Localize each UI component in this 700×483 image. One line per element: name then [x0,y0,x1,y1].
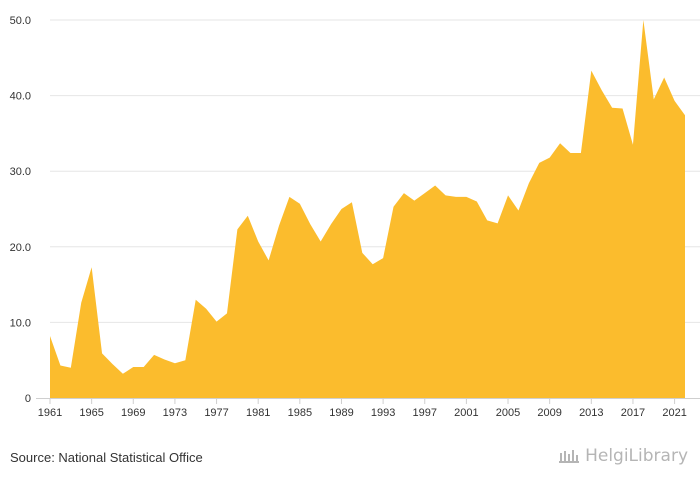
x-tick-label: 1965 [79,407,103,419]
source-note: Source: National Statistical Office [10,450,203,465]
x-tick-label: 2001 [454,407,478,419]
x-axis: 1961 1965 1969 1973 1977 1981 1985 1989 1993 1997… [38,398,687,419]
x-tick-label: 1981 [246,407,270,419]
brand-name: HelgiLibrary [585,446,688,466]
x-tick-label: 2013 [579,407,603,419]
area-series [50,20,685,398]
x-tick-label: 2009 [537,407,561,419]
y-axis: 0 10.0 20.0 30.0 40.0 50.0 [10,15,31,405]
x-tick-label: 1961 [38,407,62,419]
x-tick-label: 1997 [413,407,437,419]
x-tick-label: 1969 [121,407,145,419]
x-tick-label: 2005 [496,407,520,419]
chart-footer: Source: National Statistical Office Helg… [0,440,700,483]
y-tick-label: 50.0 [10,15,31,27]
y-tick-label: 20.0 [10,242,31,254]
x-tick-label: 1989 [329,407,353,419]
x-tick-label: 1973 [163,407,187,419]
x-tick-label: 1985 [288,407,312,419]
x-tick-label: 2017 [621,407,645,419]
y-tick-label: 0 [25,393,31,405]
y-tick-label: 30.0 [10,166,31,178]
x-tick-label: 2021 [662,407,686,419]
x-tick-label: 1993 [371,407,395,419]
x-tick-label: 1977 [204,407,228,419]
y-tick-label: 40.0 [10,91,31,103]
brand-logo: HelgiLibrary [557,446,688,466]
area-chart: 010.020.030.040.050.0 1961 1965 1969 1973 19… [10,15,700,419]
y-tick-label: 10.0 [10,317,31,329]
library-icon [559,450,580,463]
